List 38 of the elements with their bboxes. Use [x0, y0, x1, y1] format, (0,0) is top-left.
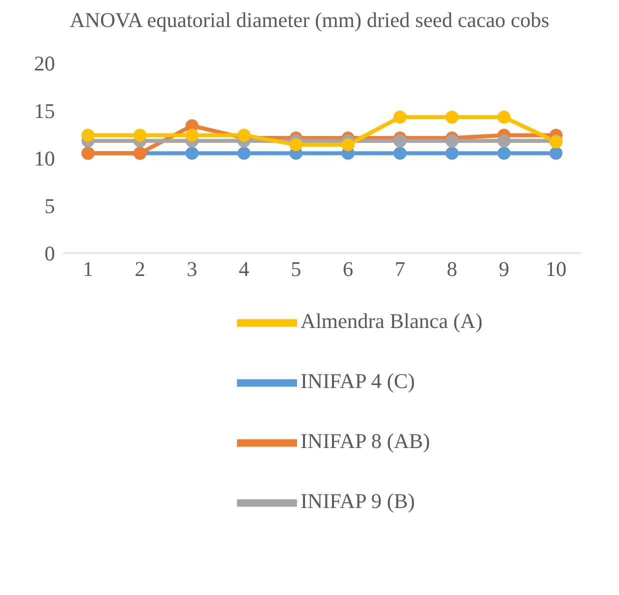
y-tick-label: 0: [44, 241, 55, 266]
chart-title: ANOVA equatorial diameter (mm) dried seed cacao cobs: [68, 8, 550, 33]
x-tick-label: 4: [238, 256, 250, 281]
point: [238, 128, 250, 142]
point: [186, 146, 198, 160]
y-tick-label: 10: [34, 146, 55, 170]
point: [394, 110, 406, 124]
x-tick-label: 8: [446, 256, 458, 281]
point: [134, 128, 146, 142]
legend-label: INIFAP 9 (B): [300, 488, 415, 513]
point: [498, 134, 510, 148]
point: [394, 146, 406, 160]
legend-label: Almendra Blanca (A): [300, 308, 482, 333]
point: [238, 146, 250, 160]
point: [498, 110, 510, 124]
point: [186, 128, 198, 142]
y-tick-label: 5: [44, 194, 55, 218]
x-tick-label: 7: [394, 256, 406, 281]
point: [498, 146, 510, 160]
point: [446, 134, 458, 148]
point: [342, 138, 354, 152]
x-tick-label: 3: [186, 256, 198, 281]
y-tick-label: 20: [34, 51, 55, 76]
x-tick-label: 1: [82, 256, 94, 281]
legend-label: INIFAP 8 (AB): [300, 428, 430, 453]
x-tick-label: 5: [290, 256, 302, 281]
x-tick-label: 9: [498, 256, 510, 281]
x-tick-label: 2: [134, 256, 146, 281]
point: [446, 146, 458, 160]
point: [550, 146, 562, 160]
x-tick-label: 6: [342, 256, 354, 281]
point: [82, 128, 94, 142]
legend-label: INIFAP 4 (C): [300, 368, 415, 393]
point: [394, 134, 406, 148]
y-tick-label: 15: [34, 98, 55, 123]
point: [290, 138, 302, 152]
x-tick-label: 10: [546, 256, 566, 281]
point: [446, 110, 458, 124]
